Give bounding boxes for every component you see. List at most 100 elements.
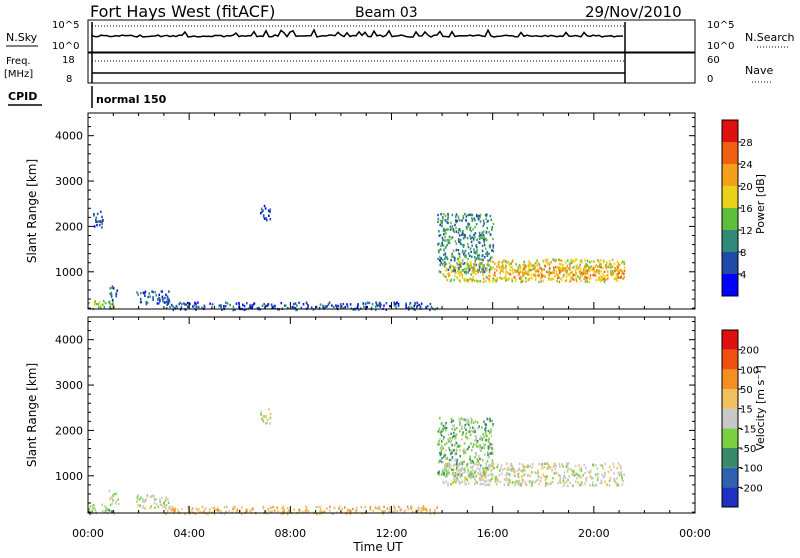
velocity-cell (163, 502, 166, 505)
velocity-cell (111, 495, 114, 498)
velocity-cell (387, 510, 390, 513)
velocity-cell (516, 482, 519, 485)
velocity-cell (524, 473, 526, 476)
power-cell (470, 213, 472, 216)
power-cell (340, 303, 342, 306)
power-cell (439, 263, 442, 267)
velocity-cell (583, 482, 586, 486)
power-cell (101, 220, 103, 224)
velocity-cell (464, 451, 467, 454)
power-cell (494, 262, 496, 265)
power-cell (544, 265, 547, 268)
velocity-cell (508, 468, 510, 471)
power-cell (455, 226, 457, 230)
power-cell (152, 290, 154, 294)
power-cell (93, 212, 95, 216)
velocity-cell (316, 512, 318, 516)
velocity-cell (490, 434, 493, 438)
power-cell (580, 279, 582, 282)
velocity-cell (113, 493, 116, 496)
velocity-cell (153, 498, 156, 501)
power-cell (562, 275, 564, 278)
power-cell (575, 278, 577, 281)
power-cell (586, 280, 588, 283)
power-cell (441, 224, 443, 228)
power-cell (242, 303, 244, 306)
velocity-cell (450, 464, 452, 467)
velocity-cell (463, 460, 465, 463)
power-cell (116, 289, 119, 292)
power-cell (477, 271, 479, 274)
velocity-cell (482, 473, 485, 477)
power-cell (579, 270, 581, 273)
velocity-cell (355, 509, 357, 512)
velocity-cell (456, 458, 459, 462)
power-cell (455, 219, 457, 222)
velocity-cell (236, 508, 239, 511)
velocity-cell (537, 478, 539, 481)
velocity-cell (223, 512, 226, 516)
velocity-cell (514, 474, 517, 478)
velocity-cell (491, 443, 494, 447)
power-cell (490, 256, 493, 259)
power-cell (161, 295, 164, 299)
velocity-cell (181, 508, 183, 511)
power-cell (476, 250, 478, 253)
power-cell (440, 257, 442, 260)
power-cell (426, 305, 429, 308)
freq-panel: Freq. [MHz] 18 8 60 0 Nave (4, 52, 773, 85)
power-cell (482, 219, 485, 222)
velocity-cell (494, 478, 497, 482)
velocity-cell (153, 495, 155, 498)
velocity-cell (442, 447, 445, 450)
power-cell (495, 279, 498, 282)
velocity-cell (544, 478, 547, 481)
velocity-cell (381, 510, 383, 513)
power-cell (269, 210, 271, 214)
velocity-cell (568, 475, 570, 478)
power-cell (493, 273, 495, 277)
power-cell (96, 220, 98, 224)
velocity-cell (483, 446, 486, 449)
power-cell (265, 304, 267, 308)
power-cell (527, 273, 529, 276)
power-cell (595, 263, 598, 267)
velocity-cell (453, 426, 456, 430)
power-cell (411, 307, 414, 310)
power-cell (226, 302, 229, 305)
power-cell (552, 258, 554, 261)
velocity-cell (429, 509, 431, 512)
velocity-cell (455, 449, 458, 452)
power-colorbar-swatch (722, 142, 738, 164)
power-cell (444, 257, 446, 260)
power-cell (478, 257, 480, 260)
power-cell (549, 278, 552, 281)
power-cell (601, 276, 604, 279)
velocity-cell (484, 429, 487, 432)
velocity-cell (461, 425, 463, 428)
power-cell (445, 262, 447, 266)
velocity-cell (445, 469, 448, 472)
velocity-cell (469, 426, 471, 429)
power-cell (492, 244, 495, 247)
power-cell (479, 270, 482, 274)
velocity-cell (422, 508, 425, 511)
power-cell (459, 238, 462, 242)
velocity-cell (488, 418, 490, 422)
power-cell (475, 269, 477, 273)
power-cell (192, 305, 194, 308)
power-cell (183, 302, 185, 305)
velocity-cell (589, 471, 591, 474)
velocity-cell (115, 500, 118, 503)
velocity-cell (454, 474, 456, 478)
freq-tick-high: 18 (62, 55, 75, 66)
power-cell (111, 298, 114, 302)
velocity-cell (518, 483, 520, 486)
power-cell (568, 262, 571, 266)
velocity-cell (450, 417, 453, 421)
velocity-cell (520, 469, 522, 473)
power-cell (224, 305, 227, 308)
velocity-cell (269, 511, 272, 514)
velocity-cell (496, 480, 499, 483)
